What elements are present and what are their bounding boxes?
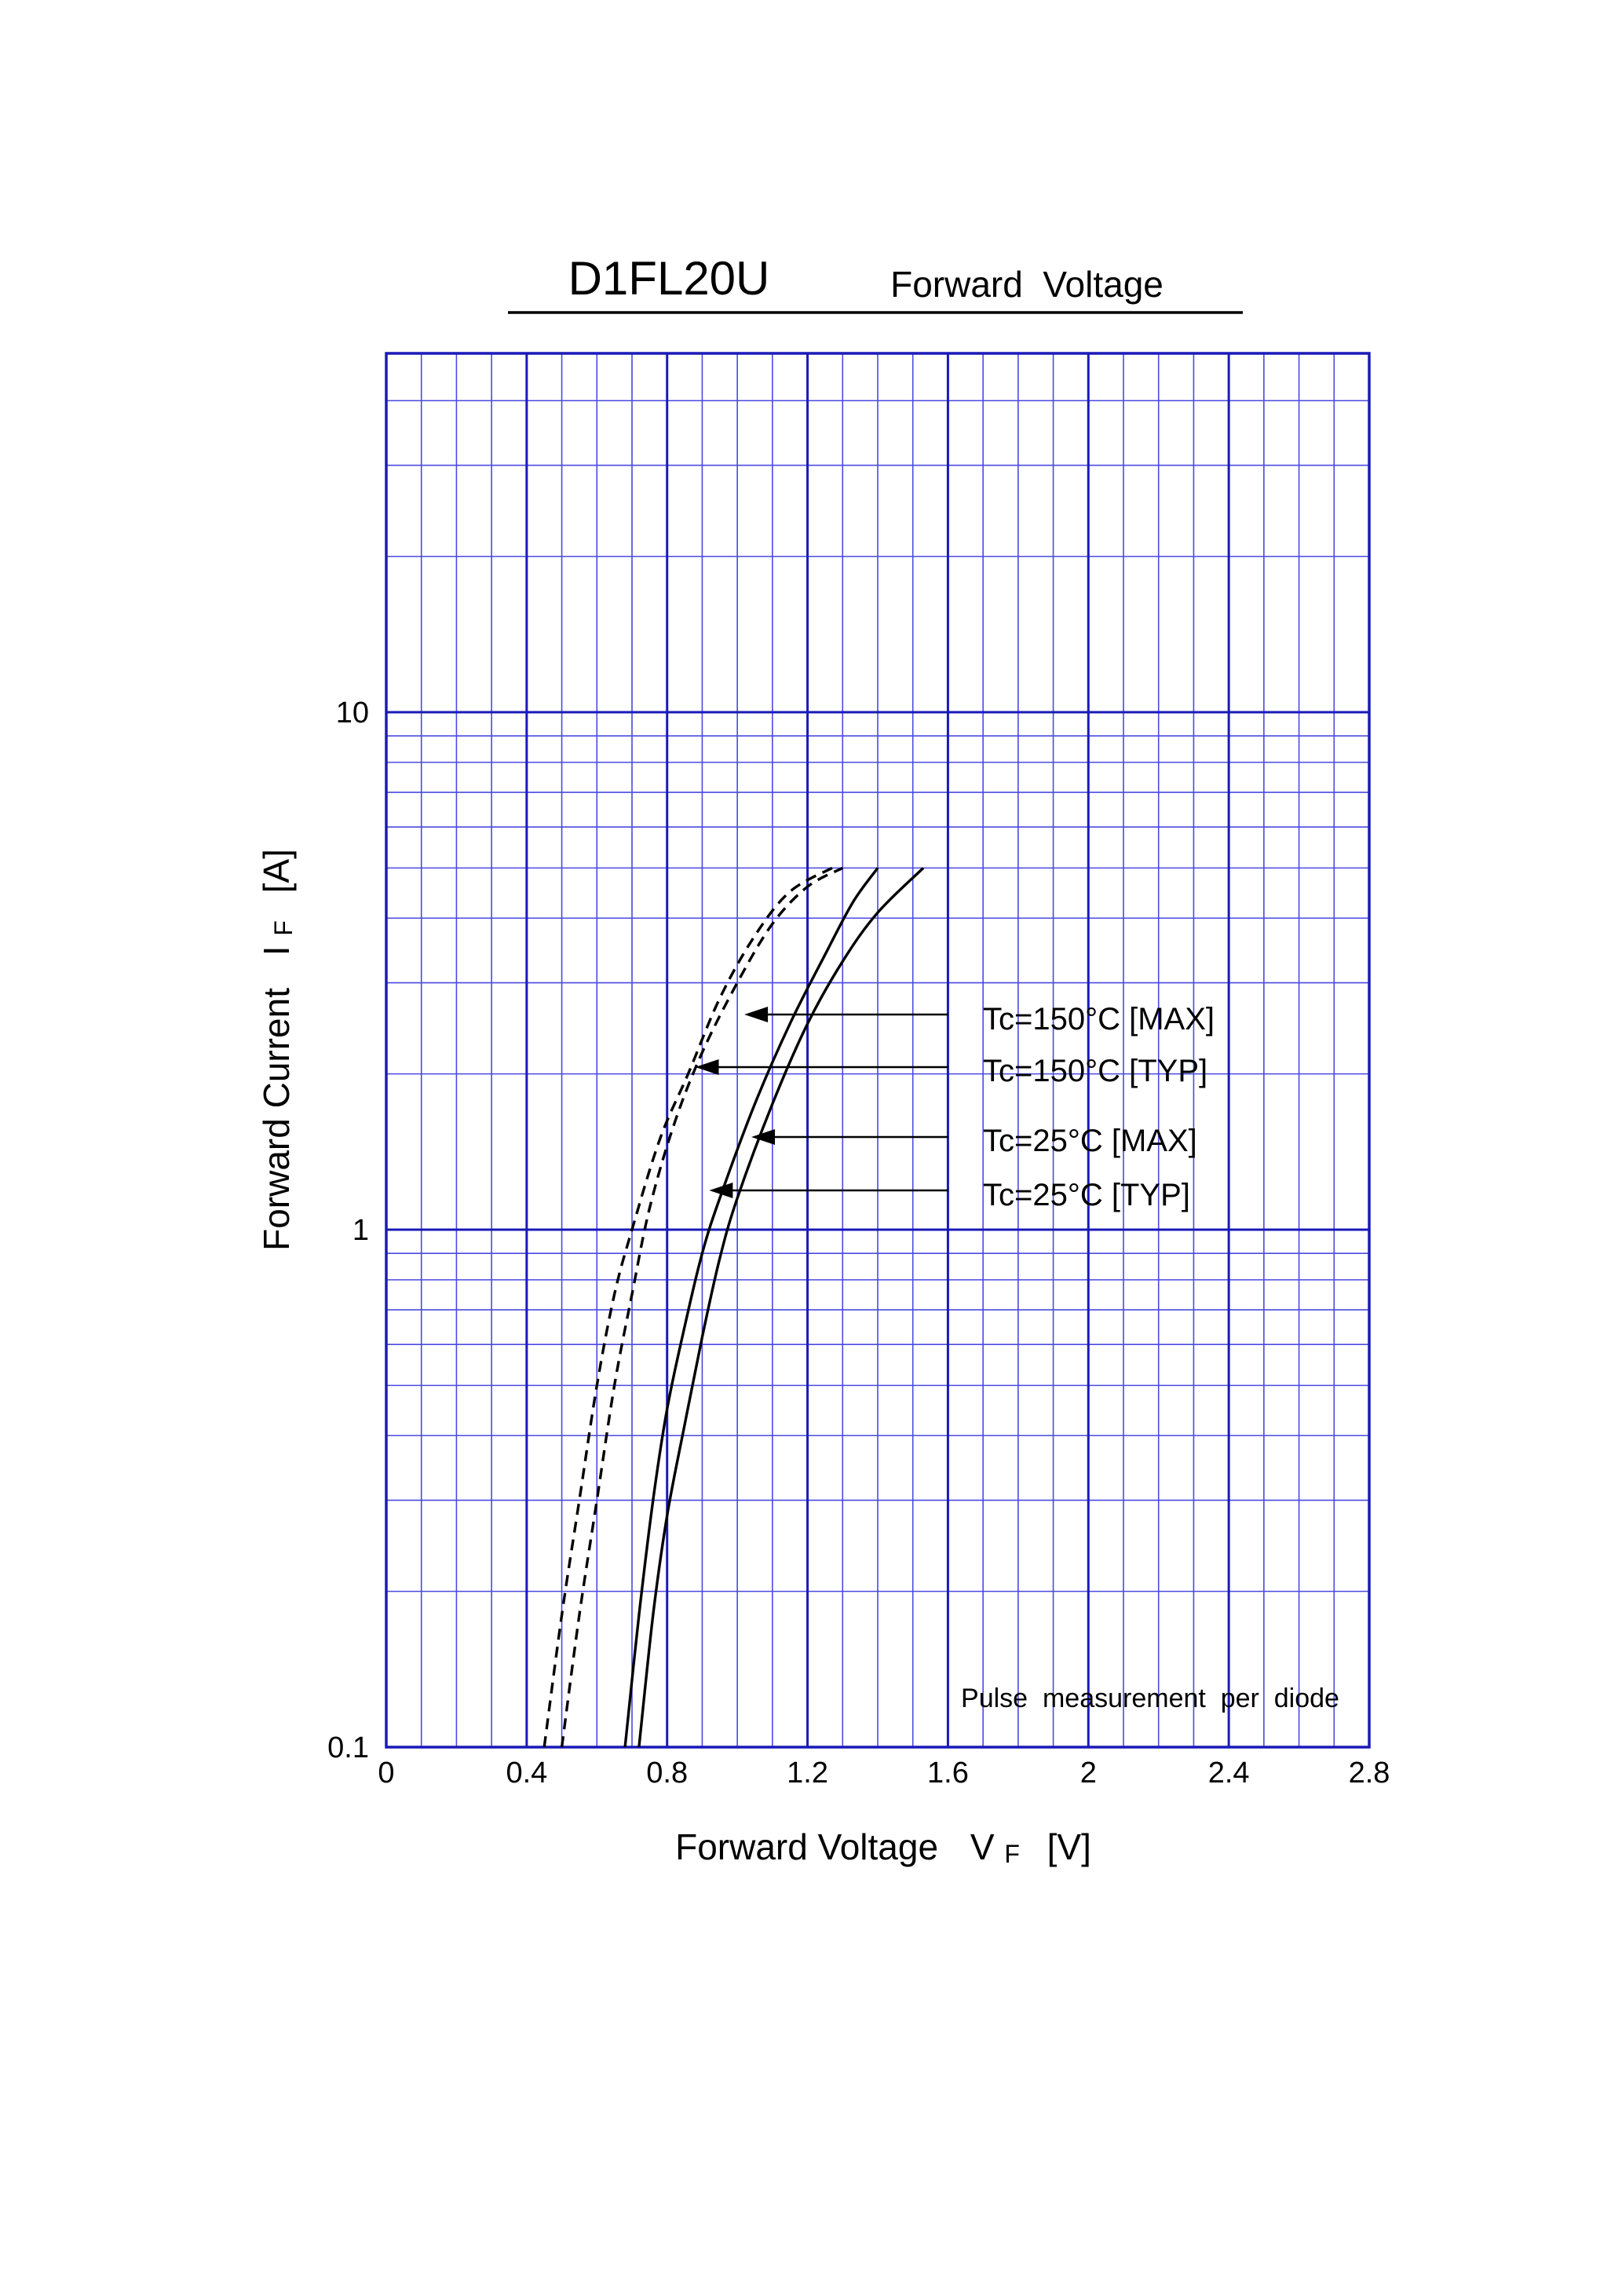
x-tick-label: 2: [1080, 1757, 1097, 1790]
x-axis-unit: [V]: [1047, 1826, 1091, 1867]
x-axis-subscript: F: [1004, 1840, 1020, 1868]
annotation-arrowhead-2: [695, 1059, 719, 1075]
y-tick-labels: 0.1 1 10: [327, 696, 369, 1764]
annotation-arrowhead-4: [709, 1183, 733, 1198]
x-axis-label: Forward Voltage: [675, 1826, 938, 1867]
x-tick-label: 1.2: [787, 1757, 828, 1790]
y-tick-label: 10: [336, 696, 369, 729]
chart-subtitle: Forward Voltage: [890, 264, 1164, 305]
annotation-arrowhead-3: [751, 1129, 776, 1145]
y-axis-title: Forward Current I F [A]: [256, 849, 300, 1251]
annotation-label-1: Tc=150°C [MAX]: [983, 1002, 1215, 1036]
y-axis-unit: [A]: [256, 849, 297, 893]
y-axis-symbol: I: [256, 945, 297, 956]
x-axis-title: Forward Voltage V F [V]: [675, 1826, 1091, 1870]
plot-frame: [385, 352, 1371, 1749]
annotation-label-2: Tc=150°C [TYP]: [983, 1054, 1207, 1088]
annotation-arrowhead-1: [744, 1007, 769, 1022]
x-tick-label: 0: [378, 1757, 394, 1790]
series-curve-2: [542, 866, 833, 1748]
x-tick-label: 2.8: [1349, 1757, 1390, 1790]
chart-title: D1FL20U: [568, 252, 770, 305]
x-tick-labels: 0 0.4 0.8 1.2 1.6 2 2.4 2.8: [378, 1757, 1390, 1790]
series-annotations: Tc=150°C [MAX] Tc=150°C [TYP] Tc=25°C [MAX…: [695, 1002, 1215, 1212]
annotation-label-4: Tc=25°C [TYP]: [983, 1178, 1190, 1212]
measurement-note: Pulse measurement per diode: [961, 1684, 1339, 1713]
x-axis-symbol: V: [970, 1826, 995, 1867]
series-curves: [542, 866, 925, 1748]
y-axis-label: Forward Current: [256, 988, 297, 1251]
series-curve-3: [637, 867, 925, 1748]
x-tick-label: 0.8: [646, 1757, 688, 1790]
annotation-label-3: Tc=25°C [MAX]: [983, 1124, 1197, 1158]
minor-gridlines: [386, 353, 1369, 1747]
x-tick-label: 0.4: [506, 1757, 547, 1790]
y-axis-subscript: F: [269, 920, 298, 936]
x-tick-label: 2.4: [1208, 1757, 1250, 1790]
y-tick-label: 1: [353, 1214, 369, 1247]
y-tick-label: 0.1: [327, 1731, 369, 1764]
series-curve-4: [623, 867, 879, 1748]
x-tick-label: 1.6: [927, 1757, 969, 1790]
series-curve-1: [560, 866, 844, 1748]
